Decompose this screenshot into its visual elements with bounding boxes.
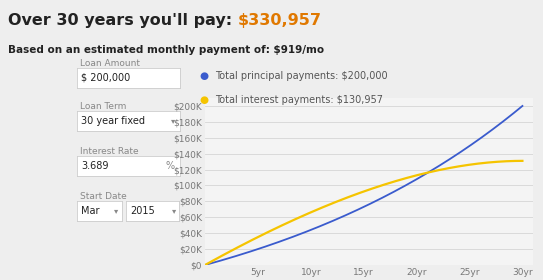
Text: Mar: Mar	[81, 206, 99, 216]
Text: Total principal payments: $200,000: Total principal payments: $200,000	[215, 71, 388, 81]
Text: Total interest payments: $130,957: Total interest payments: $130,957	[215, 95, 383, 105]
Text: ▾: ▾	[171, 116, 175, 125]
Text: Over 30 years you'll pay:: Over 30 years you'll pay:	[8, 13, 238, 28]
Text: Interest Rate: Interest Rate	[80, 147, 138, 156]
Text: ●: ●	[200, 71, 209, 81]
Text: $ 200,000: $ 200,000	[81, 73, 130, 83]
Text: Loan Term: Loan Term	[80, 102, 126, 111]
Text: 30 year fixed: 30 year fixed	[81, 116, 145, 126]
Text: 3.689: 3.689	[81, 161, 109, 171]
Text: %: %	[166, 161, 175, 171]
Text: ▾: ▾	[172, 207, 176, 216]
Text: ▾: ▾	[114, 207, 118, 216]
Text: 2015: 2015	[130, 206, 155, 216]
Text: Start Date: Start Date	[80, 192, 127, 201]
Text: ●: ●	[200, 95, 209, 105]
Text: Loan Amount: Loan Amount	[80, 59, 140, 68]
Text: $330,957: $330,957	[238, 13, 322, 28]
Text: Based on an estimated monthly payment of: $919/mo: Based on an estimated monthly payment of…	[8, 45, 324, 55]
